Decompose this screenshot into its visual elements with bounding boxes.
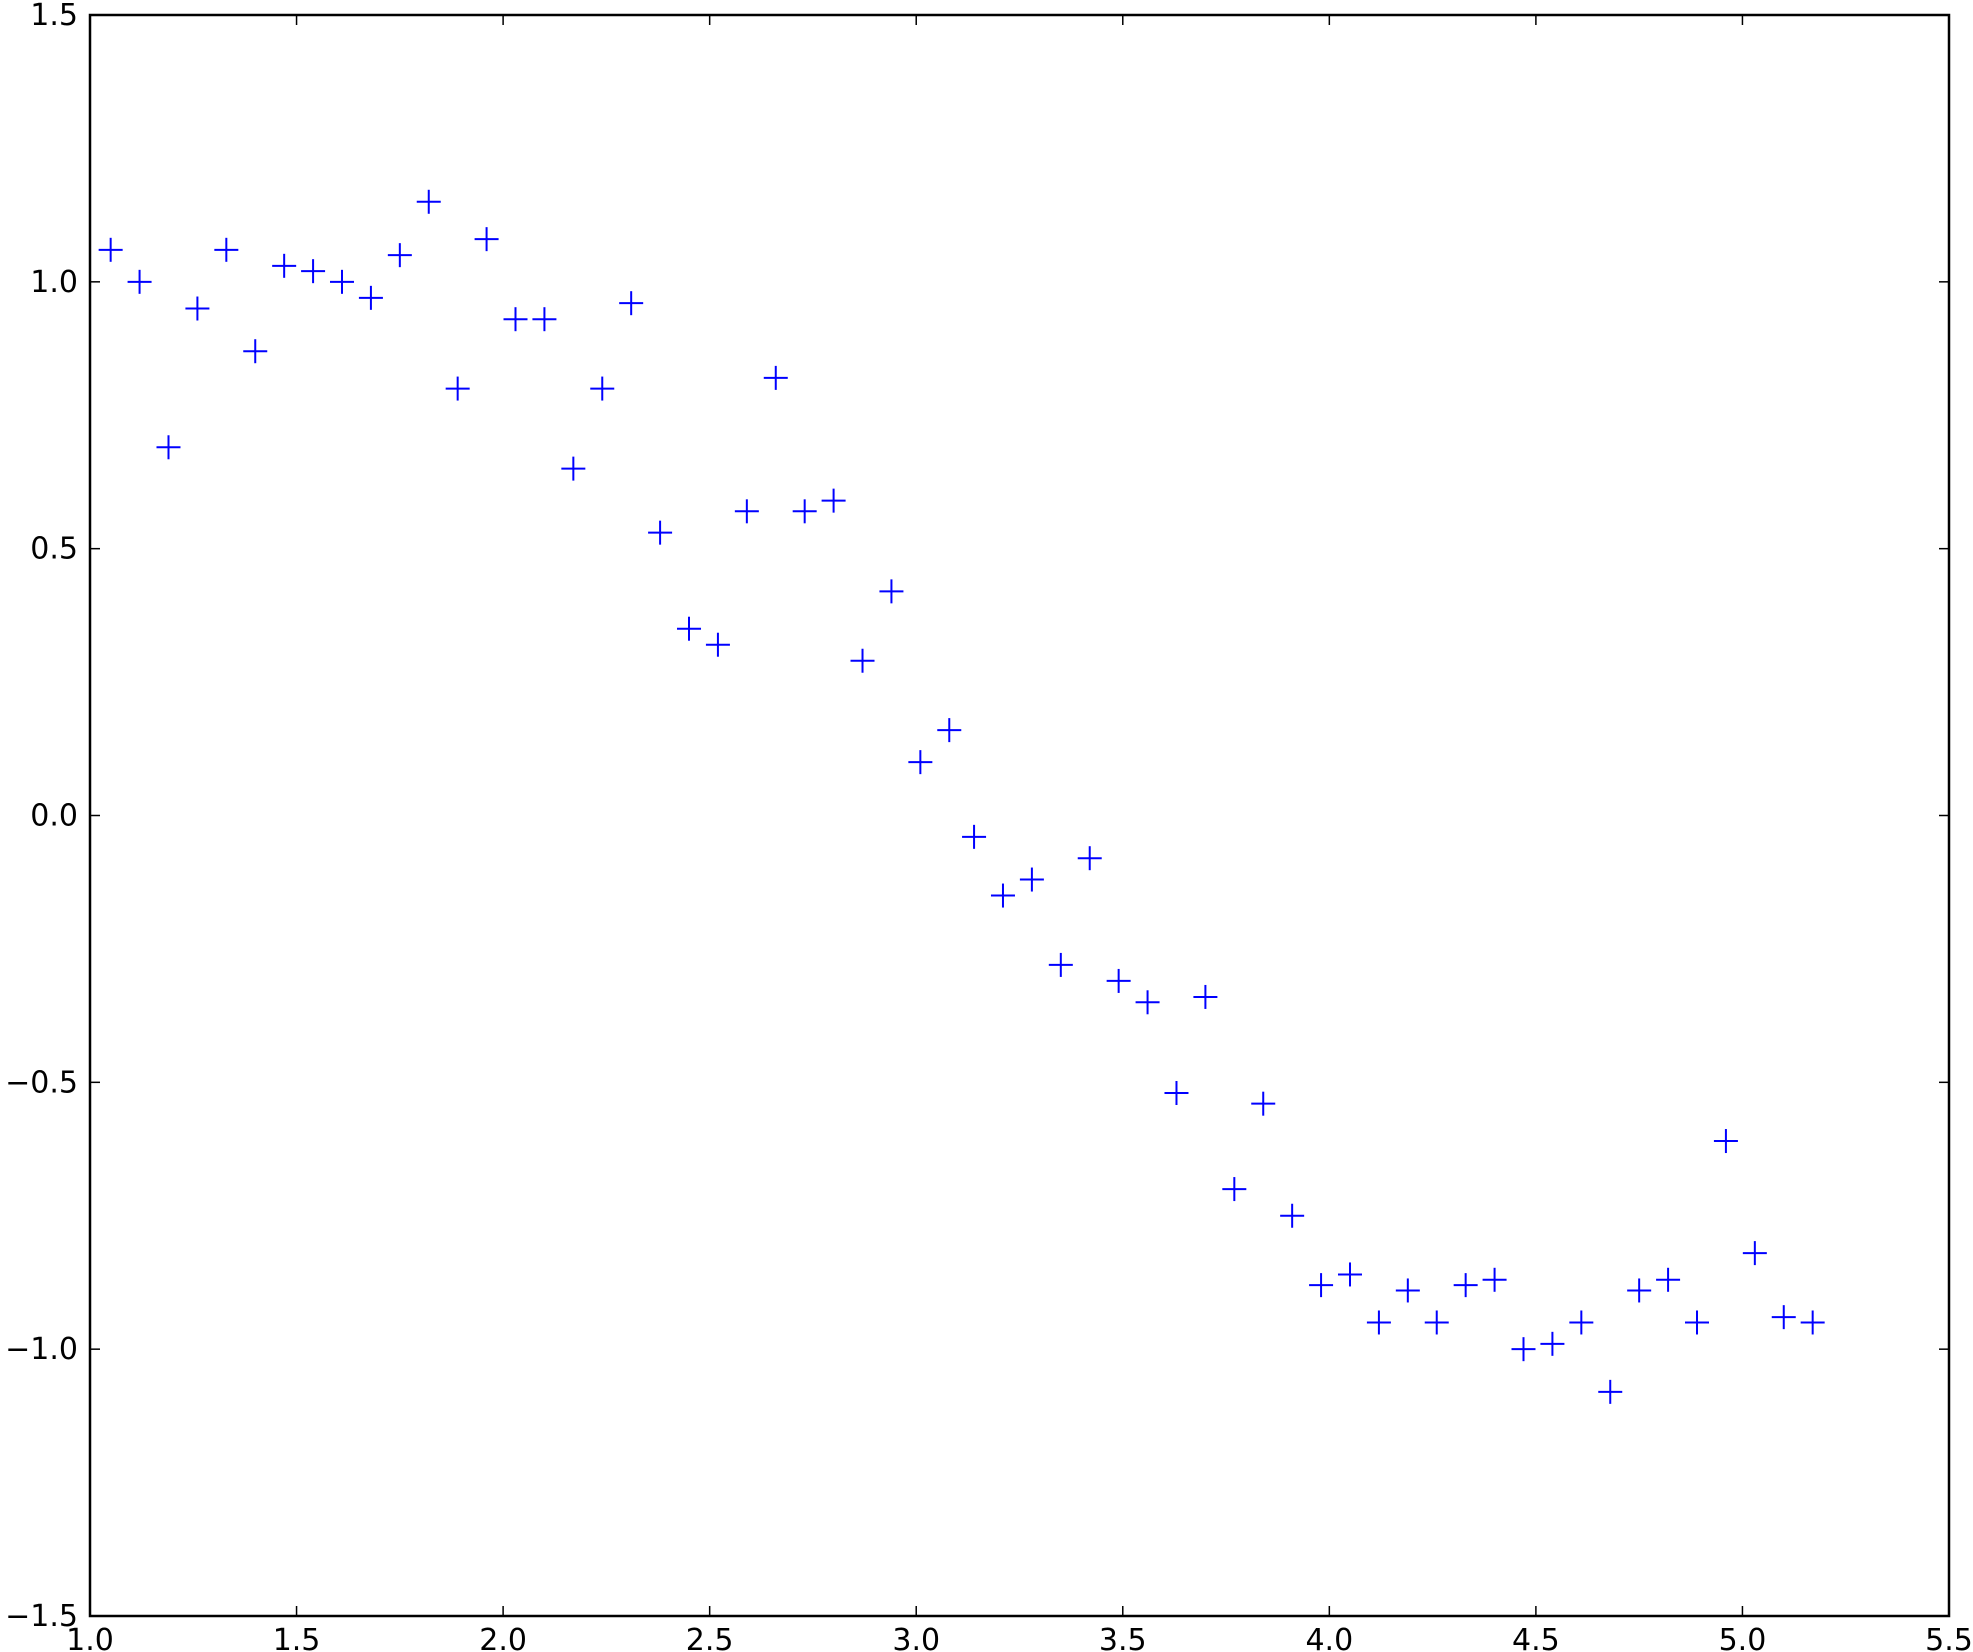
data-point (1685, 1310, 1710, 1335)
data-point (1424, 1310, 1449, 1335)
data-point (705, 632, 730, 657)
data-point (619, 291, 644, 316)
y-tick-label: 1.5 (30, 0, 78, 33)
data-point (1164, 1081, 1189, 1106)
data-point (1569, 1310, 1594, 1335)
data-point (156, 435, 181, 460)
data-point (990, 883, 1015, 908)
data-point (590, 376, 615, 401)
data-point (962, 824, 987, 849)
data-point (1309, 1273, 1334, 1298)
data-point (1771, 1305, 1796, 1330)
data-point (1742, 1241, 1767, 1266)
x-tick-label: 4.5 (1512, 1623, 1560, 1652)
data-point (648, 520, 673, 545)
data-point (850, 648, 875, 673)
data-point (445, 376, 470, 401)
data-point (243, 339, 268, 364)
x-tick-label: 2.0 (479, 1623, 527, 1652)
data-point (474, 227, 499, 252)
data-point (532, 307, 557, 332)
data-point (1106, 968, 1131, 993)
data-point (734, 499, 759, 524)
data-point (763, 365, 788, 390)
data-point (1280, 1203, 1305, 1228)
data-point (1598, 1379, 1623, 1404)
data-point (1251, 1091, 1276, 1116)
y-tick-label: 0.5 (30, 532, 78, 567)
x-tick-label: 4.0 (1305, 1623, 1353, 1652)
x-tick-label: 1.5 (273, 1623, 321, 1652)
data-point (329, 269, 354, 294)
data-point (1800, 1310, 1825, 1335)
x-tick-label: 1.0 (66, 1623, 114, 1652)
data-point (358, 285, 383, 310)
data-point (301, 259, 326, 284)
data-point (792, 499, 817, 524)
x-tick-label: 5.0 (1719, 1623, 1767, 1652)
y-tick-label: −1.5 (5, 1599, 78, 1634)
x-tick-label: 2.5 (686, 1623, 734, 1652)
data-point (387, 243, 412, 268)
data-point (821, 488, 846, 513)
x-tick-label: 3.5 (1099, 1623, 1147, 1652)
data-point (1713, 1129, 1738, 1154)
data-point (908, 750, 933, 775)
data-point (1337, 1262, 1362, 1287)
y-tick-label: −0.5 (5, 1065, 78, 1100)
data-point (1395, 1278, 1420, 1303)
data-point (185, 296, 210, 321)
data-point (937, 718, 962, 743)
data-points (98, 189, 1825, 1404)
x-tick-label: 3.0 (892, 1623, 940, 1652)
data-point (416, 189, 441, 214)
data-point (98, 237, 123, 262)
data-point (1482, 1267, 1507, 1292)
axis-tick-labels: 1.0 1.5 2.0 2.5 3.0 3.5 4.0 4.5 5.0 5.5 −1.5 −1.0 −0… (5, 0, 1973, 1652)
data-point (1222, 1177, 1247, 1202)
data-point (561, 456, 586, 481)
data-point (1540, 1331, 1565, 1356)
data-point (272, 253, 297, 278)
data-point (503, 307, 528, 332)
data-point (879, 579, 904, 604)
y-tick-label: 1.0 (30, 265, 78, 300)
data-point (1135, 990, 1160, 1015)
data-point (1511, 1337, 1536, 1362)
data-point (1193, 984, 1218, 1009)
data-point (1366, 1310, 1391, 1335)
data-point (1656, 1267, 1681, 1292)
data-point (677, 616, 702, 641)
y-tick-label: 0.0 (30, 799, 78, 834)
data-point (1627, 1278, 1652, 1303)
plot-frame (88, 13, 1951, 1618)
data-point (1453, 1273, 1478, 1298)
y-tick-label: −1.0 (5, 1332, 78, 1367)
data-point (1077, 846, 1102, 871)
data-point (214, 237, 239, 262)
data-point (127, 269, 152, 294)
data-point (1048, 952, 1073, 977)
x-tick-label: 5.5 (1925, 1623, 1973, 1652)
data-point (1019, 867, 1044, 892)
